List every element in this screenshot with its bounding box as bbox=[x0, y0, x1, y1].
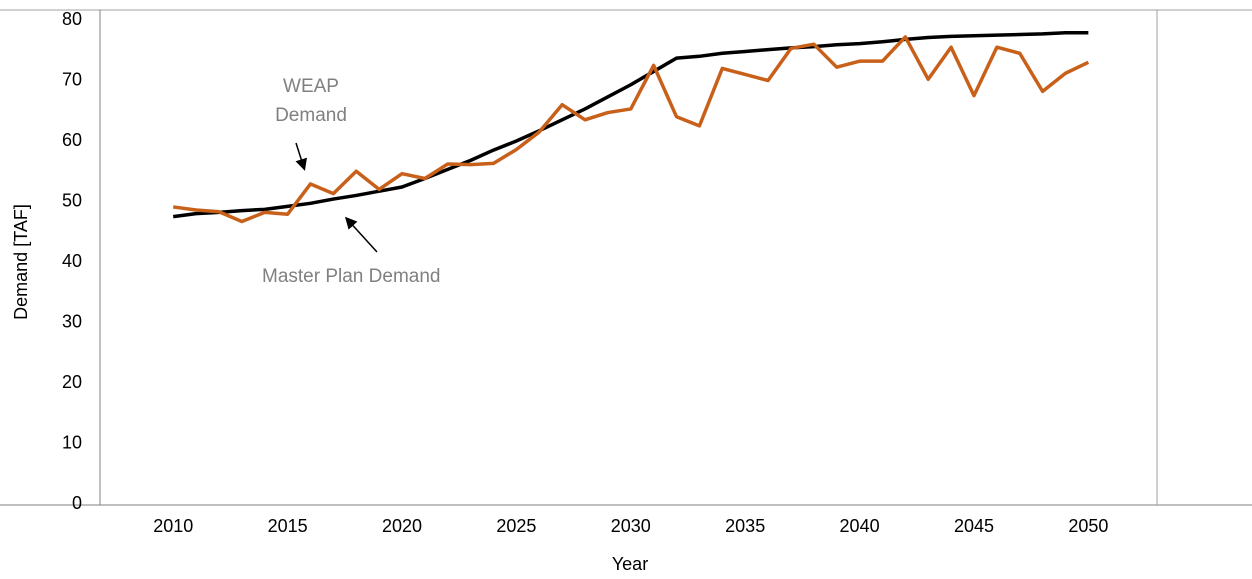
x-tick-label: 2045 bbox=[954, 516, 994, 536]
series-line bbox=[172, 30, 1089, 219]
y-tick-label: 60 bbox=[62, 130, 82, 150]
arrow bbox=[295, 142, 307, 171]
y-tick-label: 10 bbox=[62, 432, 82, 452]
x-tick-label: 2035 bbox=[725, 516, 765, 536]
y-tick-label: 0 bbox=[72, 493, 82, 513]
y-tick-label: 20 bbox=[62, 372, 82, 392]
x-tick-label: 2050 bbox=[1068, 516, 1108, 536]
x-tick-label: 2015 bbox=[268, 516, 308, 536]
series-line bbox=[172, 35, 1090, 224]
annotation: Demand bbox=[275, 105, 347, 126]
y-axis-label: Demand [TAF] bbox=[11, 204, 31, 320]
x-tick-label: 2020 bbox=[382, 516, 422, 536]
y-tick-label: 80 bbox=[62, 9, 82, 29]
y-tick-label: 30 bbox=[62, 311, 82, 331]
x-tick-label: 2040 bbox=[840, 516, 880, 536]
arrow bbox=[344, 216, 378, 253]
x-tick-label: 2010 bbox=[153, 516, 193, 536]
x-axis-label: Year bbox=[612, 554, 648, 574]
y-tick-label: 40 bbox=[62, 251, 82, 271]
annotation: Master Plan Demand bbox=[262, 266, 440, 287]
x-tick-label: 2025 bbox=[496, 516, 536, 536]
y-tick-label: 70 bbox=[62, 69, 82, 89]
x-tick-label: 2030 bbox=[611, 516, 651, 536]
y-tick-label: 50 bbox=[62, 190, 82, 210]
annotation: WEAP bbox=[283, 76, 339, 97]
